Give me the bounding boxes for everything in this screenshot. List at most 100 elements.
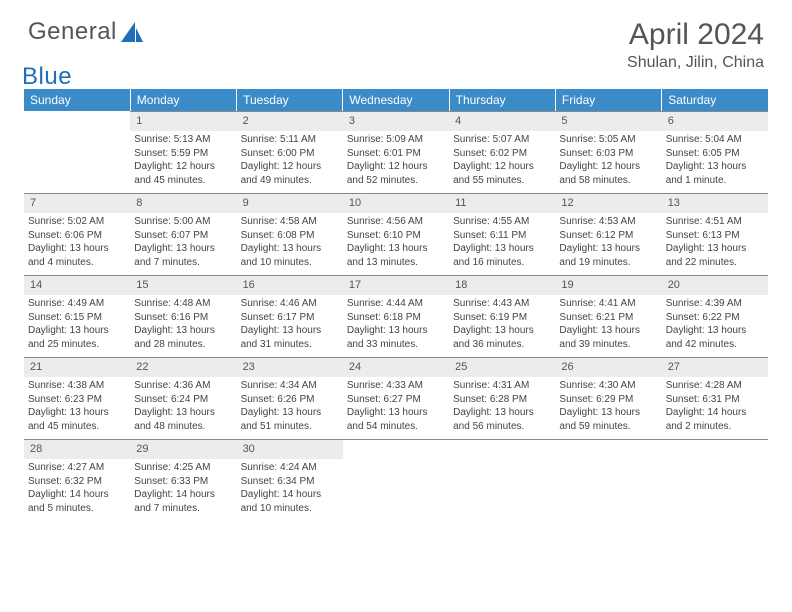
- empty-day: [449, 439, 555, 457]
- sunset-line: Sunset: 6:28 PM: [453, 393, 551, 407]
- calendar-row: 1Sunrise: 5:13 AMSunset: 5:59 PMDaylight…: [24, 111, 768, 193]
- day-number: 5: [555, 111, 661, 131]
- daylight-line: Daylight: 13 hours and 59 minutes.: [559, 406, 657, 433]
- day-number: 27: [662, 357, 768, 377]
- day-body: Sunrise: 4:24 AMSunset: 6:34 PMDaylight:…: [237, 459, 343, 519]
- sunrise-line: Sunrise: 5:05 AM: [559, 133, 657, 147]
- calendar-cell: 30Sunrise: 4:24 AMSunset: 6:34 PMDayligh…: [237, 439, 343, 521]
- daylight-line: Daylight: 14 hours and 2 minutes.: [666, 406, 764, 433]
- calendar-cell: [555, 439, 661, 521]
- daylight-line: Daylight: 14 hours and 10 minutes.: [241, 488, 339, 515]
- day-number: 16: [237, 275, 343, 295]
- weekday-header: Wednesday: [343, 89, 449, 111]
- day-body: Sunrise: 5:04 AMSunset: 6:05 PMDaylight:…: [662, 131, 768, 191]
- calendar-cell: 20Sunrise: 4:39 AMSunset: 6:22 PMDayligh…: [662, 275, 768, 357]
- day-number: 11: [449, 193, 555, 213]
- sunset-line: Sunset: 6:02 PM: [453, 147, 551, 161]
- day-body: Sunrise: 5:07 AMSunset: 6:02 PMDaylight:…: [449, 131, 555, 191]
- calendar-cell: 27Sunrise: 4:28 AMSunset: 6:31 PMDayligh…: [662, 357, 768, 439]
- sunrise-line: Sunrise: 4:24 AM: [241, 461, 339, 475]
- daylight-line: Daylight: 13 hours and 7 minutes.: [134, 242, 232, 269]
- logo-word-blue: Blue: [22, 63, 72, 90]
- sunset-line: Sunset: 6:08 PM: [241, 229, 339, 243]
- sunset-line: Sunset: 6:24 PM: [134, 393, 232, 407]
- day-body: Sunrise: 5:13 AMSunset: 5:59 PMDaylight:…: [130, 131, 236, 191]
- day-number: 19: [555, 275, 661, 295]
- daylight-line: Daylight: 13 hours and 31 minutes.: [241, 324, 339, 351]
- daylight-line: Daylight: 12 hours and 55 minutes.: [453, 160, 551, 187]
- calendar-cell: 5 Sunrise: 5:05 AMSunset: 6:03 PMDaylight…: [555, 111, 661, 193]
- day-number: 23: [237, 357, 343, 377]
- sunrise-line: Sunrise: 4:56 AM: [347, 215, 445, 229]
- sunset-line: Sunset: 6:19 PM: [453, 311, 551, 325]
- sunrise-line: Sunrise: 4:53 AM: [559, 215, 657, 229]
- day-body: Sunrise: 4:55 AMSunset: 6:11 PMDaylight:…: [449, 213, 555, 273]
- sunrise-line: Sunrise: 5:11 AM: [241, 133, 339, 147]
- day-number: 3: [343, 111, 449, 131]
- daylight-line: Daylight: 13 hours and 13 minutes.: [347, 242, 445, 269]
- calendar-cell: 10Sunrise: 4:56 AMSunset: 6:10 PMDayligh…: [343, 193, 449, 275]
- sunset-line: Sunset: 6:01 PM: [347, 147, 445, 161]
- daylight-line: Daylight: 13 hours and 48 minutes.: [134, 406, 232, 433]
- daylight-line: Daylight: 13 hours and 19 minutes.: [559, 242, 657, 269]
- day-number: 2: [237, 111, 343, 131]
- calendar-cell: 23Sunrise: 4:34 AMSunset: 6:26 PMDayligh…: [237, 357, 343, 439]
- location: Shulan, Jilin, China: [627, 54, 764, 72]
- title-block: April 2024 Shulan, Jilin, China: [627, 18, 764, 72]
- day-body: Sunrise: 4:39 AMSunset: 6:22 PMDaylight:…: [662, 295, 768, 355]
- weekday-header: Tuesday: [237, 89, 343, 111]
- sunrise-line: Sunrise: 4:49 AM: [28, 297, 126, 311]
- day-body: Sunrise: 4:48 AMSunset: 6:16 PMDaylight:…: [130, 295, 236, 355]
- day-number: 28: [24, 439, 130, 459]
- day-number: 10: [343, 193, 449, 213]
- daylight-line: Daylight: 13 hours and 22 minutes.: [666, 242, 764, 269]
- sunrise-line: Sunrise: 4:36 AM: [134, 379, 232, 393]
- daylight-line: Daylight: 13 hours and 51 minutes.: [241, 406, 339, 433]
- daylight-line: Daylight: 12 hours and 49 minutes.: [241, 160, 339, 187]
- day-number: 6: [662, 111, 768, 131]
- day-number: 1: [130, 111, 236, 131]
- daylight-line: Daylight: 14 hours and 5 minutes.: [28, 488, 126, 515]
- calendar-cell: 8Sunrise: 5:00 AMSunset: 6:07 PMDaylight…: [130, 193, 236, 275]
- calendar-row: 21Sunrise: 4:38 AMSunset: 6:23 PMDayligh…: [24, 357, 768, 439]
- daylight-line: Daylight: 13 hours and 54 minutes.: [347, 406, 445, 433]
- calendar-cell: 28Sunrise: 4:27 AMSunset: 6:32 PMDayligh…: [24, 439, 130, 521]
- calendar-cell: 4Sunrise: 5:07 AMSunset: 6:02 PMDaylight…: [449, 111, 555, 193]
- sunset-line: Sunset: 6:06 PM: [28, 229, 126, 243]
- sunset-line: Sunset: 6:15 PM: [28, 311, 126, 325]
- sunset-line: Sunset: 6:13 PM: [666, 229, 764, 243]
- day-body: Sunrise: 4:53 AMSunset: 6:12 PMDaylight:…: [555, 213, 661, 273]
- calendar-row: 28Sunrise: 4:27 AMSunset: 6:32 PMDayligh…: [24, 439, 768, 521]
- day-number: 21: [24, 357, 130, 377]
- calendar-cell: 11Sunrise: 4:55 AMSunset: 6:11 PMDayligh…: [449, 193, 555, 275]
- sunrise-line: Sunrise: 5:00 AM: [134, 215, 232, 229]
- sunset-line: Sunset: 6:11 PM: [453, 229, 551, 243]
- day-body: Sunrise: 4:31 AMSunset: 6:28 PMDaylight:…: [449, 377, 555, 437]
- logo-sail-icon: [121, 22, 143, 47]
- weekday-header: Friday: [555, 89, 661, 111]
- daylight-line: Daylight: 12 hours and 45 minutes.: [134, 160, 232, 187]
- sunset-line: Sunset: 6:03 PM: [559, 147, 657, 161]
- day-number: 18: [449, 275, 555, 295]
- calendar-cell: [449, 439, 555, 521]
- day-body: Sunrise: 4:38 AMSunset: 6:23 PMDaylight:…: [24, 377, 130, 437]
- calendar-cell: 6Sunrise: 5:04 AMSunset: 6:05 PMDaylight…: [662, 111, 768, 193]
- sunrise-line: Sunrise: 4:43 AM: [453, 297, 551, 311]
- sunrise-line: Sunrise: 5:09 AM: [347, 133, 445, 147]
- day-body: Sunrise: 4:28 AMSunset: 6:31 PMDaylight:…: [662, 377, 768, 437]
- day-body: Sunrise: 4:27 AMSunset: 6:32 PMDaylight:…: [24, 459, 130, 519]
- calendar-cell: 24Sunrise: 4:33 AMSunset: 6:27 PMDayligh…: [343, 357, 449, 439]
- calendar-cell: 3 Sunrise: 5:09 AMSunset: 6:01 PMDaylight…: [343, 111, 449, 193]
- weekday-row: SundayMondayTuesdayWednesdayThursdayFrid…: [24, 89, 768, 111]
- sunrise-line: Sunrise: 4:38 AM: [28, 379, 126, 393]
- sunrise-line: Sunrise: 4:28 AM: [666, 379, 764, 393]
- sunrise-line: Sunrise: 4:34 AM: [241, 379, 339, 393]
- sunset-line: Sunset: 6:22 PM: [666, 311, 764, 325]
- daylight-line: Daylight: 13 hours and 39 minutes.: [559, 324, 657, 351]
- daylight-line: Daylight: 12 hours and 58 minutes.: [559, 160, 657, 187]
- daylight-line: Daylight: 12 hours and 52 minutes.: [347, 160, 445, 187]
- weekday-header: Saturday: [662, 89, 768, 111]
- day-number: 20: [662, 275, 768, 295]
- calendar-cell: 17Sunrise: 4:44 AMSunset: 6:18 PMDayligh…: [343, 275, 449, 357]
- sunset-line: Sunset: 6:34 PM: [241, 475, 339, 489]
